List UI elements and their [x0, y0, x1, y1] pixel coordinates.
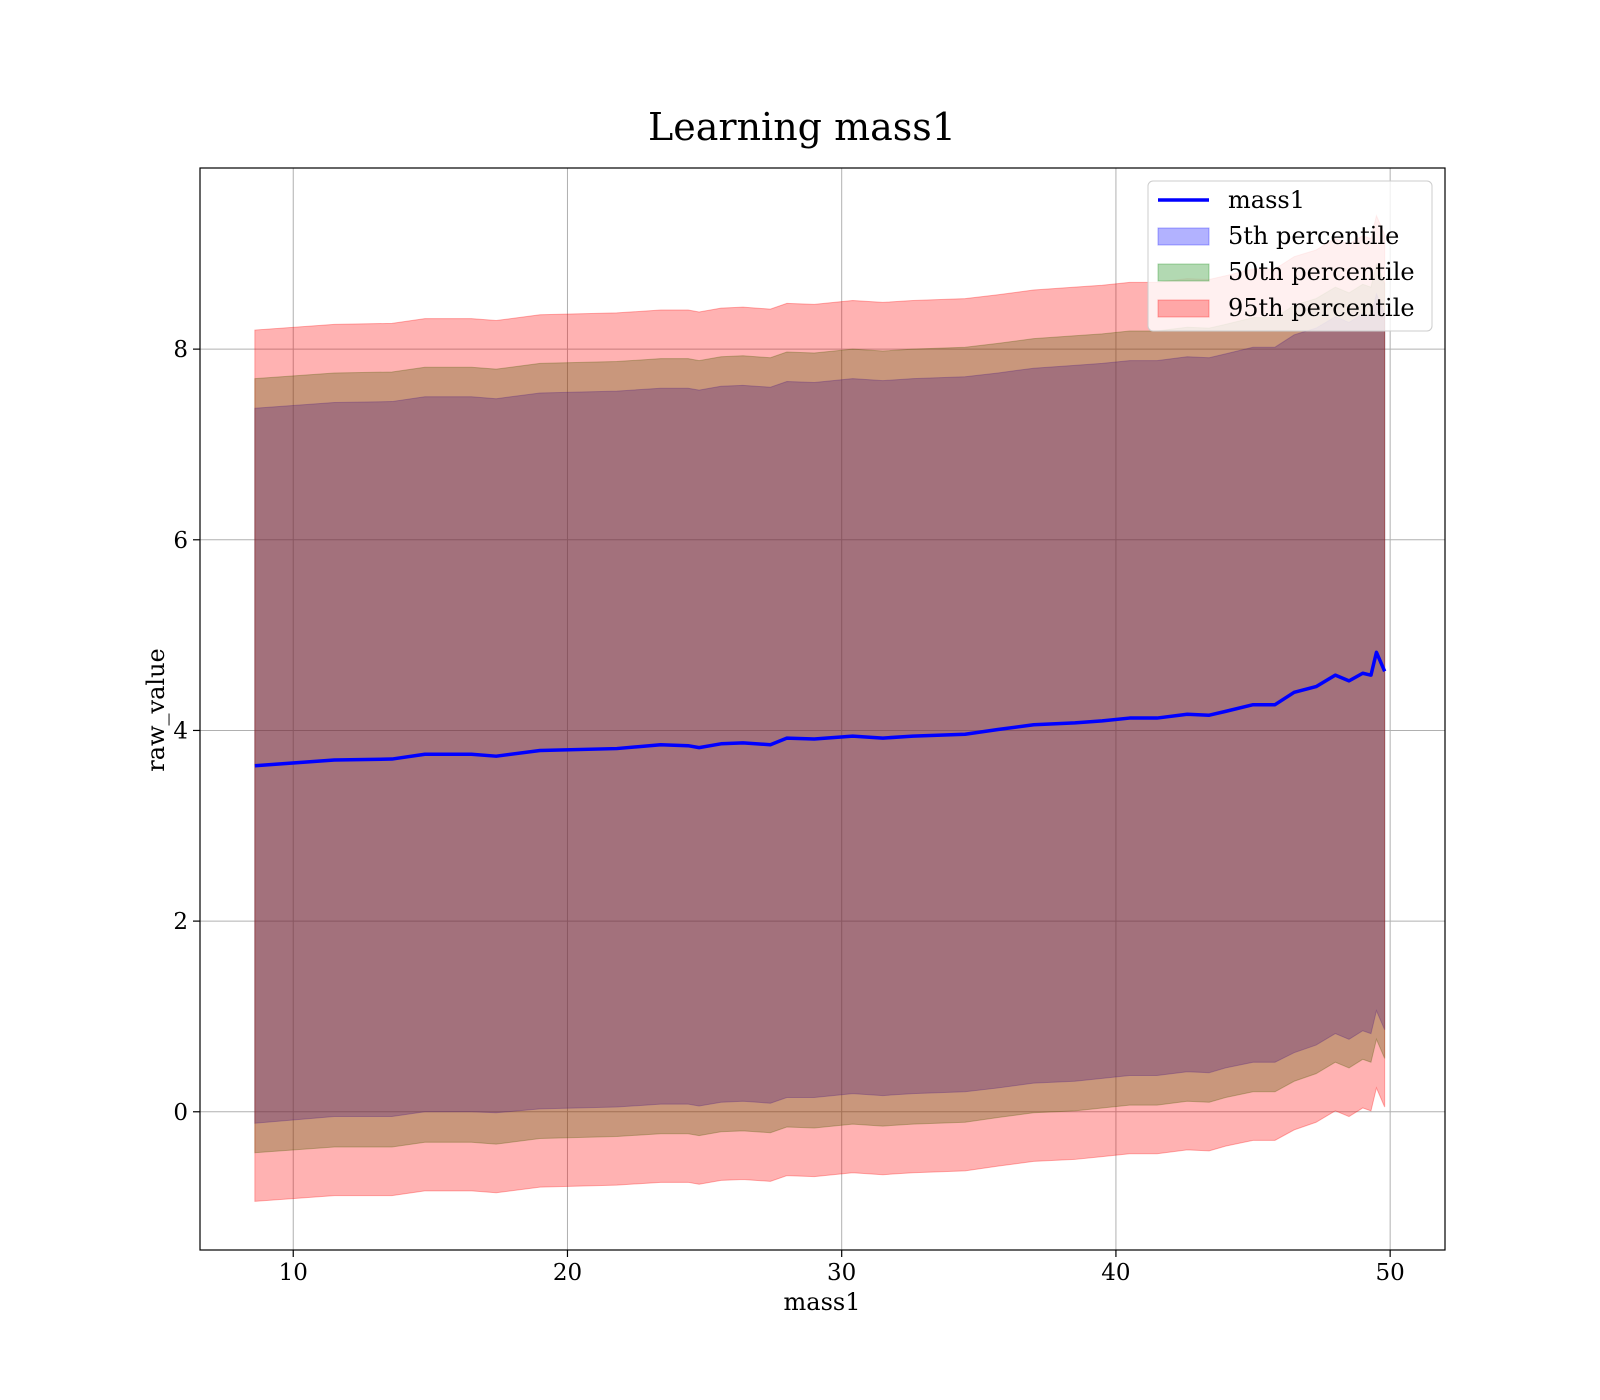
legend-label-5th: 5th percentile [1228, 222, 1399, 250]
series-line-mass1 [254, 650, 1387, 768]
band-5th-percentile [254, 292, 1386, 1124]
legend-box [1147, 180, 1433, 332]
y-tick-label: 2 [173, 909, 188, 935]
legend: mass1 5th percentile 50th percentile 95t… [1147, 180, 1433, 332]
x-axis-label: mass1 [784, 1288, 861, 1316]
legend-swatch-5th [1157, 227, 1210, 246]
y-tick-label: 0 [173, 1100, 188, 1126]
band-95th-percentile [254, 214, 1386, 1202]
y-axis-ticks: 0 2 4 6 8 [173, 337, 200, 1126]
x-tick-label: 50 [1376, 1260, 1405, 1286]
x-tick-label: 10 [279, 1260, 308, 1286]
x-tick-label: 40 [1101, 1260, 1130, 1286]
legend-label-50th: 50th percentile [1228, 258, 1415, 286]
x-tick-label: 30 [827, 1260, 856, 1286]
legend-swatch-50th [1157, 263, 1210, 282]
legend-swatch-95th [1157, 299, 1210, 318]
series-lines [254, 650, 1387, 768]
band-50th-percentile [254, 262, 1386, 1154]
y-tick-label: 6 [173, 528, 188, 554]
y-tick-label: 4 [173, 718, 188, 744]
chart-title: Learning mass1 [648, 105, 956, 149]
plot-frame [199, 167, 1446, 1251]
x-axis-ticks: 10 20 30 40 50 [279, 1250, 1405, 1286]
legend-label-95th: 95th percentile [1228, 294, 1415, 322]
y-tick-label: 8 [173, 337, 188, 363]
gridlines [200, 168, 1445, 1250]
percentile-bands [254, 214, 1386, 1202]
legend-label-mass1: mass1 [1228, 186, 1305, 214]
y-axis-label: raw_value [142, 648, 170, 772]
x-tick-label: 20 [553, 1260, 582, 1286]
